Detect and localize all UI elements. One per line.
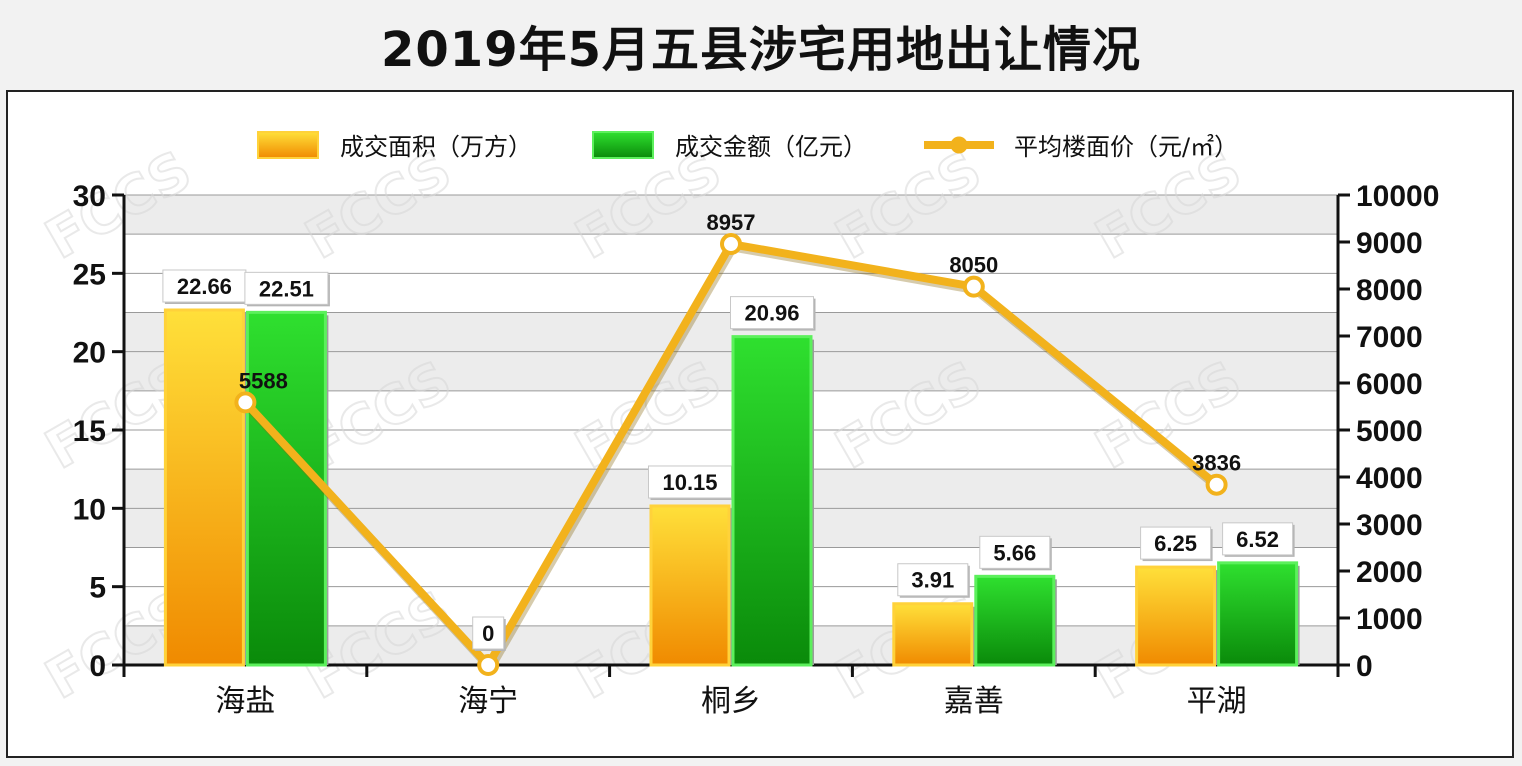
data-label-box	[472, 616, 505, 650]
data-label-box	[979, 535, 1051, 569]
legend: 成交面积（万方） 成交金额（亿元） 平均楼面价（元/㎡）	[257, 131, 1238, 161]
data-label-text: 5.66	[993, 540, 1036, 565]
price-label: 5588	[239, 368, 288, 393]
data-label-text: 6.25	[1154, 531, 1197, 556]
area-bar-label: 22.66	[162, 269, 248, 304]
price-label: 8050	[949, 253, 998, 278]
price-point	[720, 233, 742, 256]
area-bar	[649, 504, 731, 667]
chart-title: 2019年5月五县涉宅用地出让情况	[381, 22, 1141, 78]
legend-amount-label: 成交金额（亿元）	[675, 133, 867, 161]
amount-bar	[1217, 561, 1299, 667]
price-point	[1205, 473, 1228, 496]
data-label-box	[1222, 522, 1294, 556]
category-label: 桐乡	[701, 684, 761, 719]
right-tick-label: 2000	[1356, 556, 1423, 589]
data-label-text: 22.66	[177, 274, 232, 299]
category-label: 平湖	[1187, 684, 1247, 719]
left-tick-label: 20	[73, 337, 106, 370]
right-tick-label: 8000	[1356, 274, 1423, 307]
legend-price: 平均楼面价（元/㎡）	[924, 133, 1238, 161]
right-tick-label: 1000	[1356, 603, 1423, 636]
amount-bar-label: 20.96	[730, 296, 816, 331]
data-label-box	[244, 271, 329, 305]
data-label-box	[897, 563, 969, 597]
legend-area-label: 成交面积（万方）	[340, 133, 532, 161]
left-tick-label: 5	[89, 572, 106, 605]
category-label: 海宁	[458, 684, 518, 719]
price-label: 3836	[1192, 451, 1241, 476]
category-label: 海盐	[215, 684, 275, 719]
right-tick-label: 6000	[1356, 368, 1423, 401]
data-label-box	[162, 269, 247, 303]
area-bar-label: 6.25	[1140, 526, 1213, 562]
category-label: 嘉善	[944, 684, 1004, 719]
amount-bar-label: 6.52	[1222, 522, 1295, 557]
data-label-text: 0	[482, 621, 494, 646]
legend-area-swatch	[257, 131, 319, 159]
area-bar-label: 3.91	[897, 563, 970, 598]
left-tick-label: 10	[73, 493, 106, 526]
price-point	[234, 391, 257, 414]
data-label-text: 22.51	[259, 276, 314, 301]
data-label-text: 6.52	[1236, 527, 1279, 552]
right-tick-label: 3000	[1356, 509, 1423, 542]
price-label: 0	[472, 616, 506, 651]
left-tick-label: 15	[73, 415, 106, 448]
area-bar	[163, 308, 245, 667]
data-label-text: 20.96	[744, 301, 799, 326]
legend-price-marker	[950, 136, 968, 154]
data-label-text: 10.15	[662, 470, 717, 495]
legend-price-label: 平均楼面价（元/㎡）	[1014, 133, 1238, 161]
area-bar	[1135, 565, 1217, 667]
price-point	[962, 275, 985, 298]
right-tick-label: 7000	[1356, 321, 1423, 354]
data-label-box	[730, 296, 814, 330]
amount-bar	[731, 335, 813, 667]
grid-band	[124, 195, 1338, 235]
amount-bar-label: 22.51	[244, 271, 330, 307]
area-bar-label: 10.15	[648, 465, 734, 500]
right-tick-label: 4000	[1356, 462, 1423, 495]
area-bar	[892, 602, 974, 667]
watermark-logo: FCCS	[35, 139, 202, 272]
legend-amount-swatch	[592, 131, 654, 159]
right-tick-label: 0	[1356, 650, 1373, 683]
data-label-box	[648, 465, 732, 499]
price-point	[477, 654, 500, 676]
amount-bar	[245, 310, 327, 667]
right-tick-label: 9000	[1356, 227, 1423, 260]
price-label: 8957	[707, 210, 756, 235]
data-label-box	[1140, 526, 1212, 560]
legend-amount: 成交金额（亿元）	[592, 131, 867, 161]
right-tick-label: 10000	[1356, 180, 1439, 213]
legend-area: 成交面积（万方）	[257, 131, 532, 161]
left-tick-label: 30	[73, 180, 106, 213]
amount-bar	[974, 574, 1056, 667]
left-tick-label: 0	[89, 650, 106, 683]
data-label-text: 3.91	[911, 568, 954, 593]
left-tick-label: 25	[73, 258, 106, 291]
right-tick-label: 5000	[1356, 415, 1423, 448]
amount-bar-label: 5.66	[979, 535, 1052, 571]
